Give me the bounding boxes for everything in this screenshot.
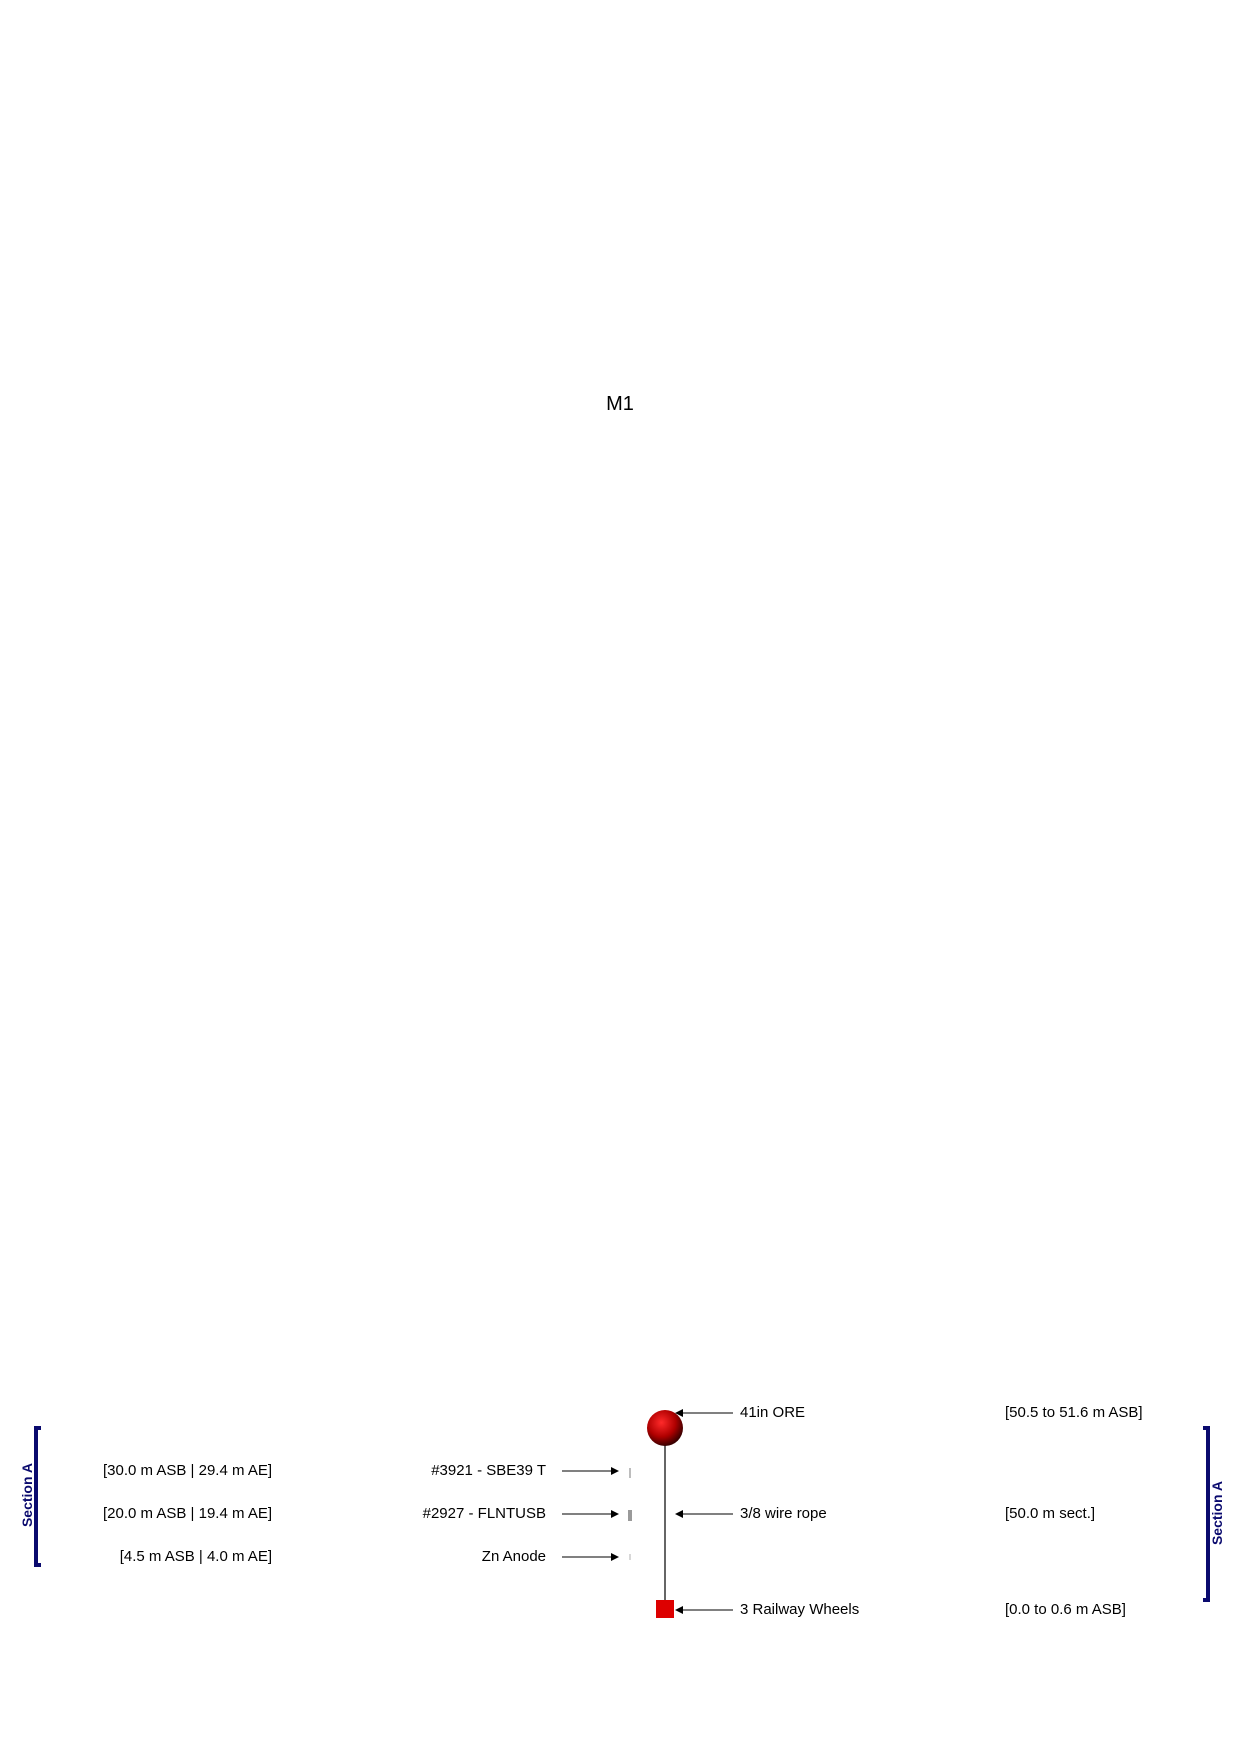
component-depth-railway-wheels: [0.0 to 0.6 m ASB] bbox=[1005, 1601, 1126, 1618]
instrument-label-sbe39: #3921 - SBE39 T bbox=[431, 1462, 546, 1479]
sbe39-marker-icon bbox=[629, 1468, 631, 1478]
section-bracket-right bbox=[1203, 1426, 1210, 1602]
instrument-depth-flntusb: [20.0 m ASB | 19.4 m AE] bbox=[103, 1505, 272, 1522]
instrument-depth-sbe39: [30.0 m ASB | 29.4 m AE] bbox=[103, 1462, 272, 1479]
anode-marker-icon bbox=[629, 1554, 631, 1560]
section-label-right: Section A bbox=[1209, 1480, 1225, 1546]
component-depth-wire-rope: [50.0 m sect.] bbox=[1005, 1505, 1096, 1522]
instrument-label-flntusb: #2927 - FLNTUSB bbox=[422, 1505, 546, 1522]
instrument-depth-anode: [4.5 m ASB | 4.0 m AE] bbox=[119, 1548, 272, 1565]
component-label-wire-rope: 3/8 wire rope bbox=[740, 1505, 827, 1522]
component-label-railway-wheels: 3 Railway Wheels bbox=[740, 1601, 860, 1618]
mooring-title: M1 bbox=[606, 393, 634, 415]
component-depth-ore: [50.5 to 51.6 m ASB] bbox=[1005, 1404, 1143, 1421]
instrument-label-anode: Zn Anode bbox=[481, 1548, 546, 1565]
float-sphere-icon bbox=[647, 1410, 683, 1446]
section-label-left: Section A bbox=[19, 1462, 35, 1528]
flntusb-marker-icon bbox=[628, 1510, 632, 1521]
anchor-block-icon bbox=[656, 1600, 674, 1618]
section-bracket-left bbox=[34, 1426, 41, 1567]
component-label-ore: 41in ORE bbox=[740, 1404, 806, 1421]
